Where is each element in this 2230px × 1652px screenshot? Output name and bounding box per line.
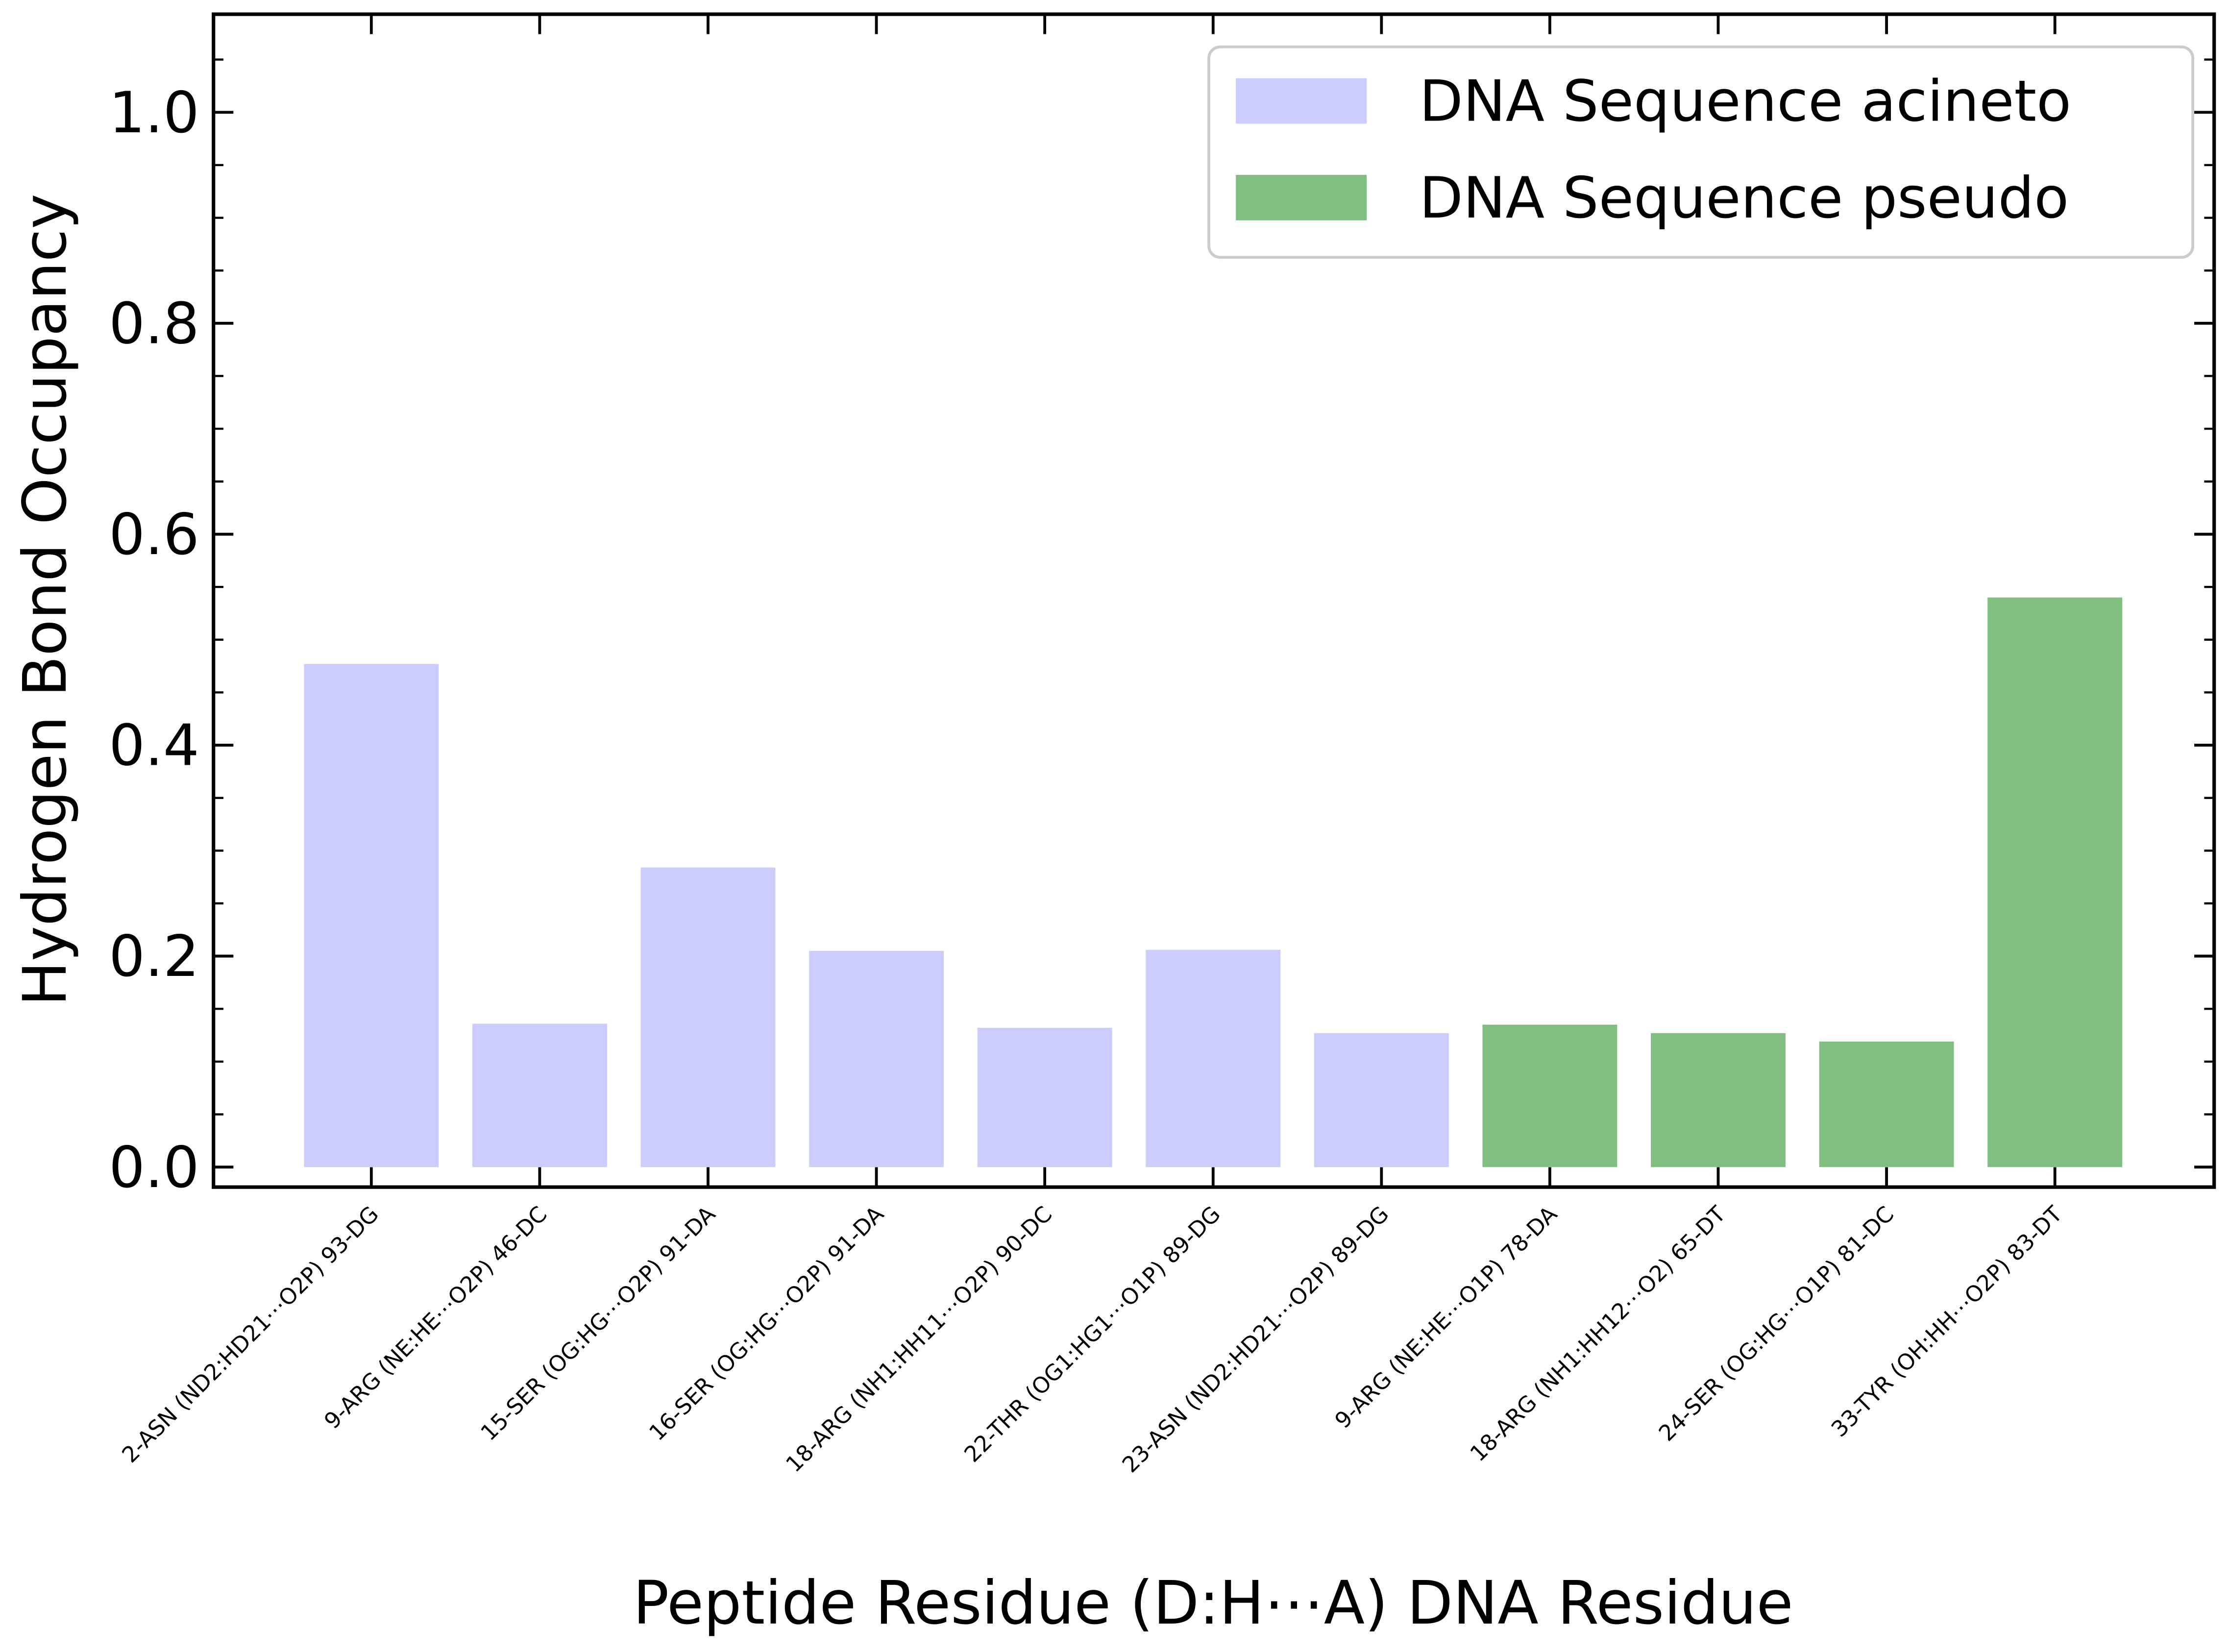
bar [640,867,776,1167]
bar [1482,1024,1617,1167]
bar [472,1023,607,1167]
bar [1987,597,2123,1167]
legend-swatch [1236,174,1367,220]
bar [809,950,944,1167]
plot-frame [212,12,2216,1189]
x-axis-label: Peptide Residue (D:H⋯A) DNA Residue [633,1568,1793,1638]
x-tick-label: 23-ASN (ND2:HD21⋯O2P) 89-DG [1117,1201,1394,1478]
bar [1146,949,1281,1167]
legend-swatch [1236,78,1367,124]
bar [1651,1033,1786,1167]
y-tick-label: 0.2 [109,923,199,990]
bar [977,1027,1112,1167]
legend-label: DNA Sequence acineto [1420,69,2072,135]
bar [1314,1033,1449,1167]
y-tick-label: 0.6 [109,502,199,568]
bar [304,664,439,1167]
x-tick-label: 2-ASN (ND2:HD21⋯O2P) 93-DG [117,1201,384,1468]
y-tick-label: 1.0 [109,80,199,146]
legend-box [1207,45,2195,259]
legend-label: DNA Sequence pseudo [1420,165,2069,231]
y-tick-label: 0.8 [109,291,199,357]
y-tick-label: 0.4 [109,713,199,779]
y-axis-label: Hydrogen Bond Occupancy [10,194,80,1006]
y-tick-label: 0.0 [109,1135,199,1201]
bar [1819,1041,1954,1167]
x-tick-label: 18-ARG (NH1:HH11⋯O2P) 90-DC [781,1201,1057,1477]
